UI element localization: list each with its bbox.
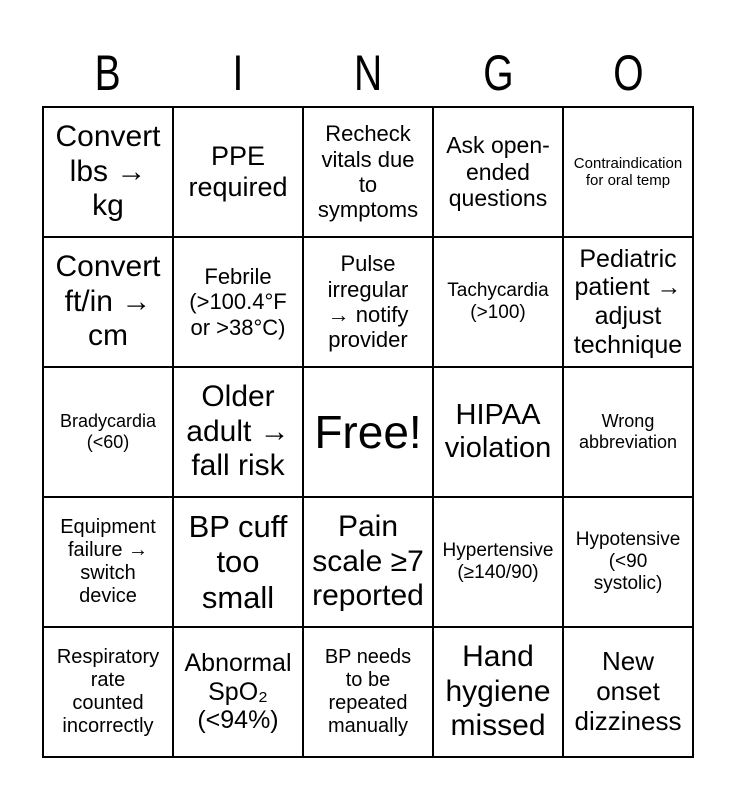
bingo-title-letter-i: I — [232, 45, 244, 101]
bingo-cell-r5c2[interactable]: Abnormal SpO₂ (<94%) — [172, 626, 304, 758]
bingo-cell-r5c4[interactable]: Hand hygiene missed — [432, 626, 564, 758]
bingo-grid: Convert lbs → kg PPE required Recheck vita… — [42, 106, 694, 758]
bingo-cell-r1c1[interactable]: Convert lbs → kg — [42, 106, 174, 238]
bingo-title-letter-n: N — [353, 45, 383, 101]
bingo-cell-r1c4[interactable]: Ask open- ended questions — [432, 106, 564, 238]
bingo-row-5: Respiratory rate counted incorrectly Abno… — [42, 626, 694, 758]
bingo-cell-r5c3[interactable]: BP needs to be repeated manually — [302, 626, 434, 758]
bingo-title: B I N G O — [42, 0, 694, 106]
bingo-cell-r4c5[interactable]: Hypotensive (<90 systolic) — [562, 496, 694, 628]
bingo-cell-r1c2[interactable]: PPE required — [172, 106, 304, 238]
bingo-title-letter-b: B — [94, 45, 121, 101]
bingo-row-1: Convert lbs → kg PPE required Recheck vita… — [42, 106, 694, 238]
bingo-cell-r2c2[interactable]: Febrile (>100.4°F or >38°C) — [172, 236, 304, 368]
bingo-cell-r3c1[interactable]: Bradycardia (<60) — [42, 366, 174, 498]
bingo-cell-r3c2[interactable]: Older adult → fall risk — [172, 366, 304, 498]
bingo-row-3: Bradycardia (<60) Older adult → fall risk… — [42, 366, 694, 498]
bingo-title-letter-g: G — [483, 45, 514, 101]
bingo-cell-r1c3[interactable]: Recheck vitals due to symptoms — [302, 106, 434, 238]
bingo-cell-r4c4[interactable]: Hypertensive (≥140/90) — [432, 496, 564, 628]
bingo-cell-r5c5[interactable]: New onset dizziness — [562, 626, 694, 758]
bingo-title-letter-o: O — [613, 45, 644, 101]
bingo-cell-r3c4[interactable]: HIPAA violation — [432, 366, 564, 498]
bingo-cell-free[interactable]: Free! — [302, 366, 434, 498]
bingo-cell-r4c3[interactable]: Pain scale ≥7 reported — [302, 496, 434, 628]
bingo-cell-r2c3[interactable]: Pulse irregular → notify provider — [302, 236, 434, 368]
bingo-cell-r2c1[interactable]: Convert ft/in → cm — [42, 236, 174, 368]
bingo-card: B I N G O Convert lbs → kg PPE required Re… — [42, 0, 694, 758]
bingo-cell-r2c5[interactable]: Pediatric patient → adjust technique — [562, 236, 694, 368]
bingo-cell-r4c2[interactable]: BP cuff too small — [172, 496, 304, 628]
bingo-cell-r4c1[interactable]: Equipment failure → switch device — [42, 496, 174, 628]
bingo-cell-r3c5[interactable]: Wrong abbreviation — [562, 366, 694, 498]
bingo-row-2: Convert ft/in → cm Febrile (>100.4°F or >… — [42, 236, 694, 368]
bingo-row-4: Equipment failure → switch device BP cuff… — [42, 496, 694, 628]
bingo-cell-r2c4[interactable]: Tachycardia (>100) — [432, 236, 564, 368]
bingo-cell-r1c5[interactable]: Contraindication for oral temp — [562, 106, 694, 238]
bingo-cell-r5c1[interactable]: Respiratory rate counted incorrectly — [42, 626, 174, 758]
